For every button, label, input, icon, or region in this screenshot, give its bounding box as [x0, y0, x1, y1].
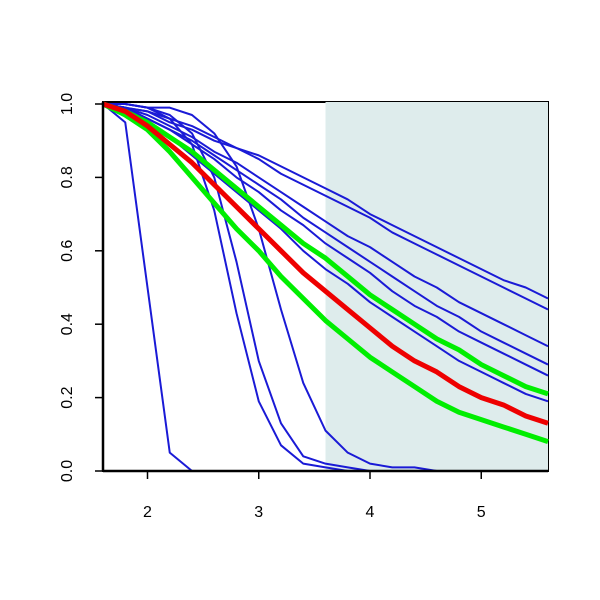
line [102, 103, 549, 311]
y-tick-label: 0.0 [59, 460, 76, 482]
line [101, 101, 549, 445]
line [102, 103, 549, 366]
x-tick-label: 2 [143, 504, 152, 521]
x-tick-label: 3 [254, 504, 263, 521]
y-tick-label: 0.4 [59, 313, 76, 335]
x-tick-label: 5 [477, 504, 486, 521]
y-tick-label: 1.0 [59, 93, 76, 115]
line [102, 101, 549, 397]
y-tick-label: 0.6 [59, 240, 76, 262]
y-tick-label: 0.8 [59, 166, 76, 188]
line [102, 101, 549, 426]
x-tick-label: 4 [366, 504, 375, 521]
line [102, 103, 549, 348]
line [102, 103, 549, 377]
y-tick-label: 0.2 [59, 386, 76, 408]
